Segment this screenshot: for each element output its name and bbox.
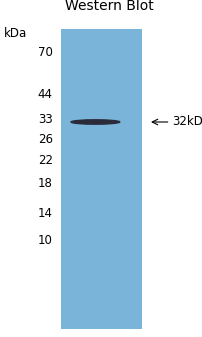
Text: 32kDa: 32kDa xyxy=(172,116,202,128)
Text: 26: 26 xyxy=(38,133,53,146)
Text: 14: 14 xyxy=(38,208,53,220)
Bar xyxy=(61,29,141,329)
Text: kDa: kDa xyxy=(4,27,27,40)
Text: 10: 10 xyxy=(38,235,53,247)
Text: 70: 70 xyxy=(38,46,53,59)
Text: Western Blot: Western Blot xyxy=(65,0,153,13)
Text: 18: 18 xyxy=(38,177,53,190)
Ellipse shape xyxy=(71,120,119,124)
Text: 33: 33 xyxy=(38,113,53,126)
Text: 22: 22 xyxy=(38,154,53,166)
Text: 44: 44 xyxy=(38,88,53,101)
